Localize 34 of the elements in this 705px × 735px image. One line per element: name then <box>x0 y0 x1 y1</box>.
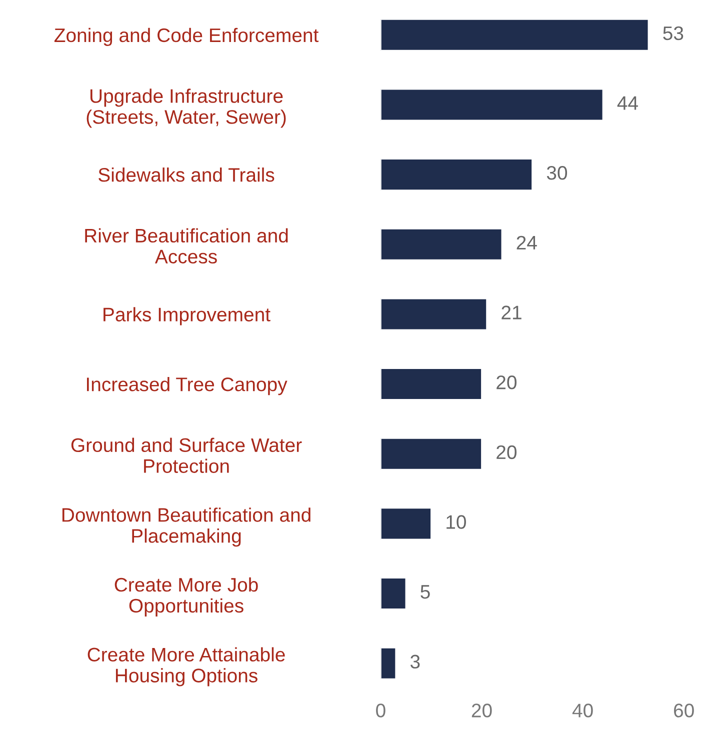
y-tick-label: Increased Tree Canopy <box>86 376 288 396</box>
y-tick-label: Create More Job Opportunities <box>114 577 258 616</box>
bar <box>380 18 650 52</box>
data-label: 21 <box>502 306 522 320</box>
y-tick-label: Sidewalks and Trails <box>98 168 274 182</box>
data-label: 5 <box>420 585 430 599</box>
bar <box>380 507 432 540</box>
y-tick-label: Upgrade Infrastructure (Streets, Water, Sewer) <box>86 88 286 128</box>
bar <box>380 437 482 470</box>
x-tick-label: 60 <box>674 704 694 718</box>
bar <box>380 158 533 191</box>
data-label: 20 <box>496 445 517 460</box>
x-tick-label: 20 <box>472 704 492 718</box>
x-tick-label: 0 <box>376 704 386 718</box>
bar <box>380 646 397 680</box>
y-tick-label: Ground and Surface Water Protection <box>71 438 302 473</box>
y-tick-label: River Beautification and Access <box>85 228 288 264</box>
data-label: 10 <box>446 515 466 529</box>
bar <box>380 368 482 400</box>
y-tick-label: Parks Improvement <box>104 307 270 326</box>
data-label: 53 <box>663 26 684 40</box>
data-label: 30 <box>546 166 568 180</box>
bar <box>380 577 407 610</box>
bar <box>380 228 503 261</box>
data-label: 44 <box>617 96 638 110</box>
x-tick-label: 40 <box>572 704 593 718</box>
data-label: 20 <box>496 375 517 390</box>
bar <box>380 298 488 331</box>
data-label: 3 <box>410 654 420 669</box>
y-tick-label: Zoning and Code Enforcement <box>54 28 319 46</box>
bar <box>380 88 604 122</box>
y-tick-label: Create More Attainable Housing Options <box>88 647 285 686</box>
data-label: 24 <box>516 236 537 250</box>
y-tick-label: Downtown Beautification and Placemaking <box>62 508 310 547</box>
